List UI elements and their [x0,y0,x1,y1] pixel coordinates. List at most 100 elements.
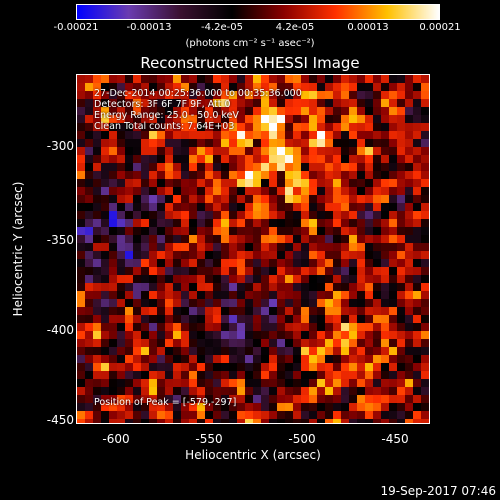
image-pixel [181,107,189,115]
image-pixel [101,403,109,411]
image-pixel [405,267,413,275]
image-pixel [421,131,429,139]
image-pixel [413,363,421,371]
image-pixel [269,315,277,323]
image-pixel [325,91,333,99]
image-pixel [109,291,117,299]
image-pixel [189,75,197,83]
image-pixel [141,331,149,339]
image-pixel [157,251,165,259]
image-pixel [85,115,93,123]
image-pixel [389,347,397,355]
image-pixel [117,411,125,419]
image-pixel [205,315,213,323]
image-pixel [261,371,269,379]
image-pixel [77,83,85,91]
image-pixel [277,395,285,403]
image-pixel [141,275,149,283]
image-pixel [397,187,405,195]
colorbar-tick: -0.00013 [126,22,172,33]
image-pixel [389,75,397,83]
image-pixel [357,131,365,139]
image-pixel [405,91,413,99]
image-pixel [133,411,141,419]
image-pixel [189,331,197,339]
image-pixel [221,107,229,115]
image-pixel [421,267,429,275]
image-pixel [261,139,269,147]
image-pixel [189,315,197,323]
image-pixel [309,395,317,403]
image-pixel [189,243,197,251]
image-pixel [197,355,205,363]
image-pixel [413,107,421,115]
image-pixel [109,195,117,203]
image-pixel [205,139,213,147]
image-pixel [141,315,149,323]
image-pixel [341,331,349,339]
image-pixel [421,331,429,339]
image-pixel [253,195,261,203]
image-pixel [357,323,365,331]
image-pixel [421,387,429,395]
image-pixel [381,307,389,315]
image-pixel [149,243,157,251]
image-pixel [157,411,165,419]
image-pixel [341,115,349,123]
x-tick-label: -550 [195,432,223,446]
image-pixel [325,251,333,259]
image-pixel [365,163,373,171]
image-pixel [261,171,269,179]
image-pixel [325,75,333,83]
image-pixel [293,123,301,131]
image-pixel [117,83,125,91]
image-pixel [261,243,269,251]
image-pixel [157,179,165,187]
image-pixel [205,323,213,331]
image-pixel [197,363,205,371]
image-pixel [405,395,413,403]
image-pixel [413,267,421,275]
image-pixel [397,91,405,99]
image-pixel [77,275,85,283]
image-pixel [397,347,405,355]
image-pixel [269,91,277,99]
image-pixel [341,211,349,219]
image-pixel [389,155,397,163]
image-pixel [293,267,301,275]
image-pixel [205,219,213,227]
image-pixel [141,211,149,219]
image-pixel [149,299,157,307]
image-pixel [349,275,357,283]
image-pixel [381,283,389,291]
image-pixel [277,419,285,423]
image-pixel [197,155,205,163]
image-pixel [389,203,397,211]
image-pixel [325,259,333,267]
image-pixel [325,123,333,131]
image-pixel [309,83,317,91]
image-pixel [173,147,181,155]
image-pixel [397,355,405,363]
image-pixel [197,203,205,211]
image-pixel [149,99,157,107]
image-pixel [333,139,341,147]
image-pixel [413,227,421,235]
image-pixel [253,171,261,179]
image-pixel [93,307,101,315]
image-pixel [221,347,229,355]
image-pixel [333,211,341,219]
image-pixel [221,315,229,323]
image-pixel [101,411,109,419]
image-pixel [93,315,101,323]
image-pixel [309,419,317,423]
image-pixel [213,339,221,347]
image-pixel [421,171,429,179]
image-pixel [365,403,373,411]
image-pixel [133,275,141,283]
image-pixel [173,251,181,259]
image-pixel [181,339,189,347]
image-pixel [133,403,141,411]
image-pixel [261,379,269,387]
image-pixel [197,323,205,331]
